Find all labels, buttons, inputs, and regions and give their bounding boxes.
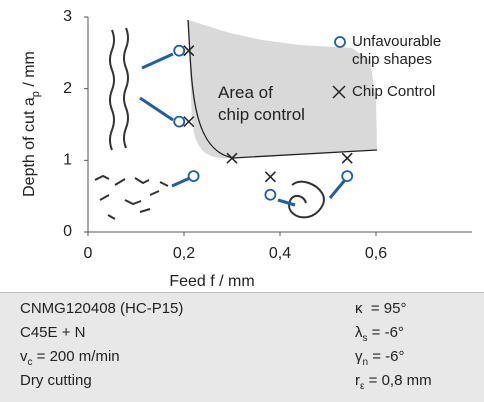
- point: [183, 45, 195, 57]
- legend-marker: [334, 36, 346, 48]
- info-symbol: λ: [355, 324, 363, 341]
- point: [173, 44, 186, 57]
- info-text: CNMG120408 (HC-P15): [20, 300, 184, 317]
- info-text: C45E + N: [20, 324, 86, 341]
- info-symbol: v: [20, 348, 28, 365]
- point: [341, 152, 353, 164]
- point: [341, 170, 354, 183]
- info-subscript: c: [27, 357, 33, 368]
- info-text: Dry cutting: [20, 372, 92, 389]
- y-tick-label: 2: [63, 80, 72, 97]
- legend-label: Chip Control: [352, 83, 436, 100]
- x-tick-label: 0,2: [173, 245, 195, 262]
- info-symbol: κ: [355, 300, 363, 317]
- info-symbol: γ: [355, 348, 363, 365]
- x-axis-label: Feed f / mm: [169, 273, 254, 290]
- y-axis-label-part: Depth of cut a: [21, 97, 38, 197]
- chip-control-area: [188, 20, 377, 159]
- info-text: vc = 200 m/min: [20, 348, 120, 368]
- x-tick-label: 0: [84, 245, 93, 262]
- info-value: = -6°: [367, 324, 404, 341]
- info-value: = 0,8 mm: [364, 372, 432, 389]
- y-axis-label-part: / mm: [21, 51, 38, 91]
- info-subscript: ε: [360, 381, 365, 392]
- info-subscript: n: [362, 357, 369, 368]
- info-subscript: s: [362, 333, 368, 344]
- x-tick-label: 0,4: [269, 245, 291, 262]
- point: [183, 116, 195, 128]
- legend-label: Unfavourable chip shapes: [352, 33, 442, 68]
- point: [264, 171, 276, 183]
- info-value: = 200 m/min: [32, 348, 120, 365]
- info-text: λs = -6°: [355, 324, 404, 344]
- boundary: [187, 19, 378, 159]
- connectors: [139, 52, 347, 207]
- annotation-line: chip control: [218, 105, 305, 124]
- y-tick-label: 1: [63, 152, 72, 169]
- legend-marker: [332, 85, 346, 99]
- info-text: κ = 95°: [355, 300, 406, 317]
- y-tick-label: 0: [63, 223, 72, 240]
- chart: 0 0,2 0,4 0,6 0 1 2 3 Feed f / mm Depth of cut ap…: [21, 8, 472, 290]
- info-text: rε = 0,8 mm: [355, 372, 432, 392]
- legend-symbol: [334, 36, 346, 48]
- info-box: CNMG120408 (HC-P15) C45E + N vc = 200 m/mi…: [0, 292, 484, 402]
- x-tick-label: 0,6: [365, 245, 387, 262]
- legend-symbol: [332, 85, 346, 99]
- point: [264, 188, 277, 201]
- info-value: = -6°: [368, 348, 405, 365]
- info-text: γn = -6°: [355, 348, 405, 368]
- chip-images: [94, 27, 325, 220]
- y-tick-label: 3: [63, 8, 72, 25]
- point: [187, 170, 200, 183]
- annotation-line: Area of: [218, 83, 273, 102]
- point: [173, 115, 186, 128]
- annotation: Area of chip control: [218, 82, 305, 126]
- info-value: = 95°: [362, 300, 407, 317]
- info-symbol: r: [355, 372, 360, 389]
- y-axis-label: Depth of cut ap / mm: [21, 51, 42, 197]
- y-axis-label-part: p: [30, 91, 42, 97]
- point: [226, 152, 238, 164]
